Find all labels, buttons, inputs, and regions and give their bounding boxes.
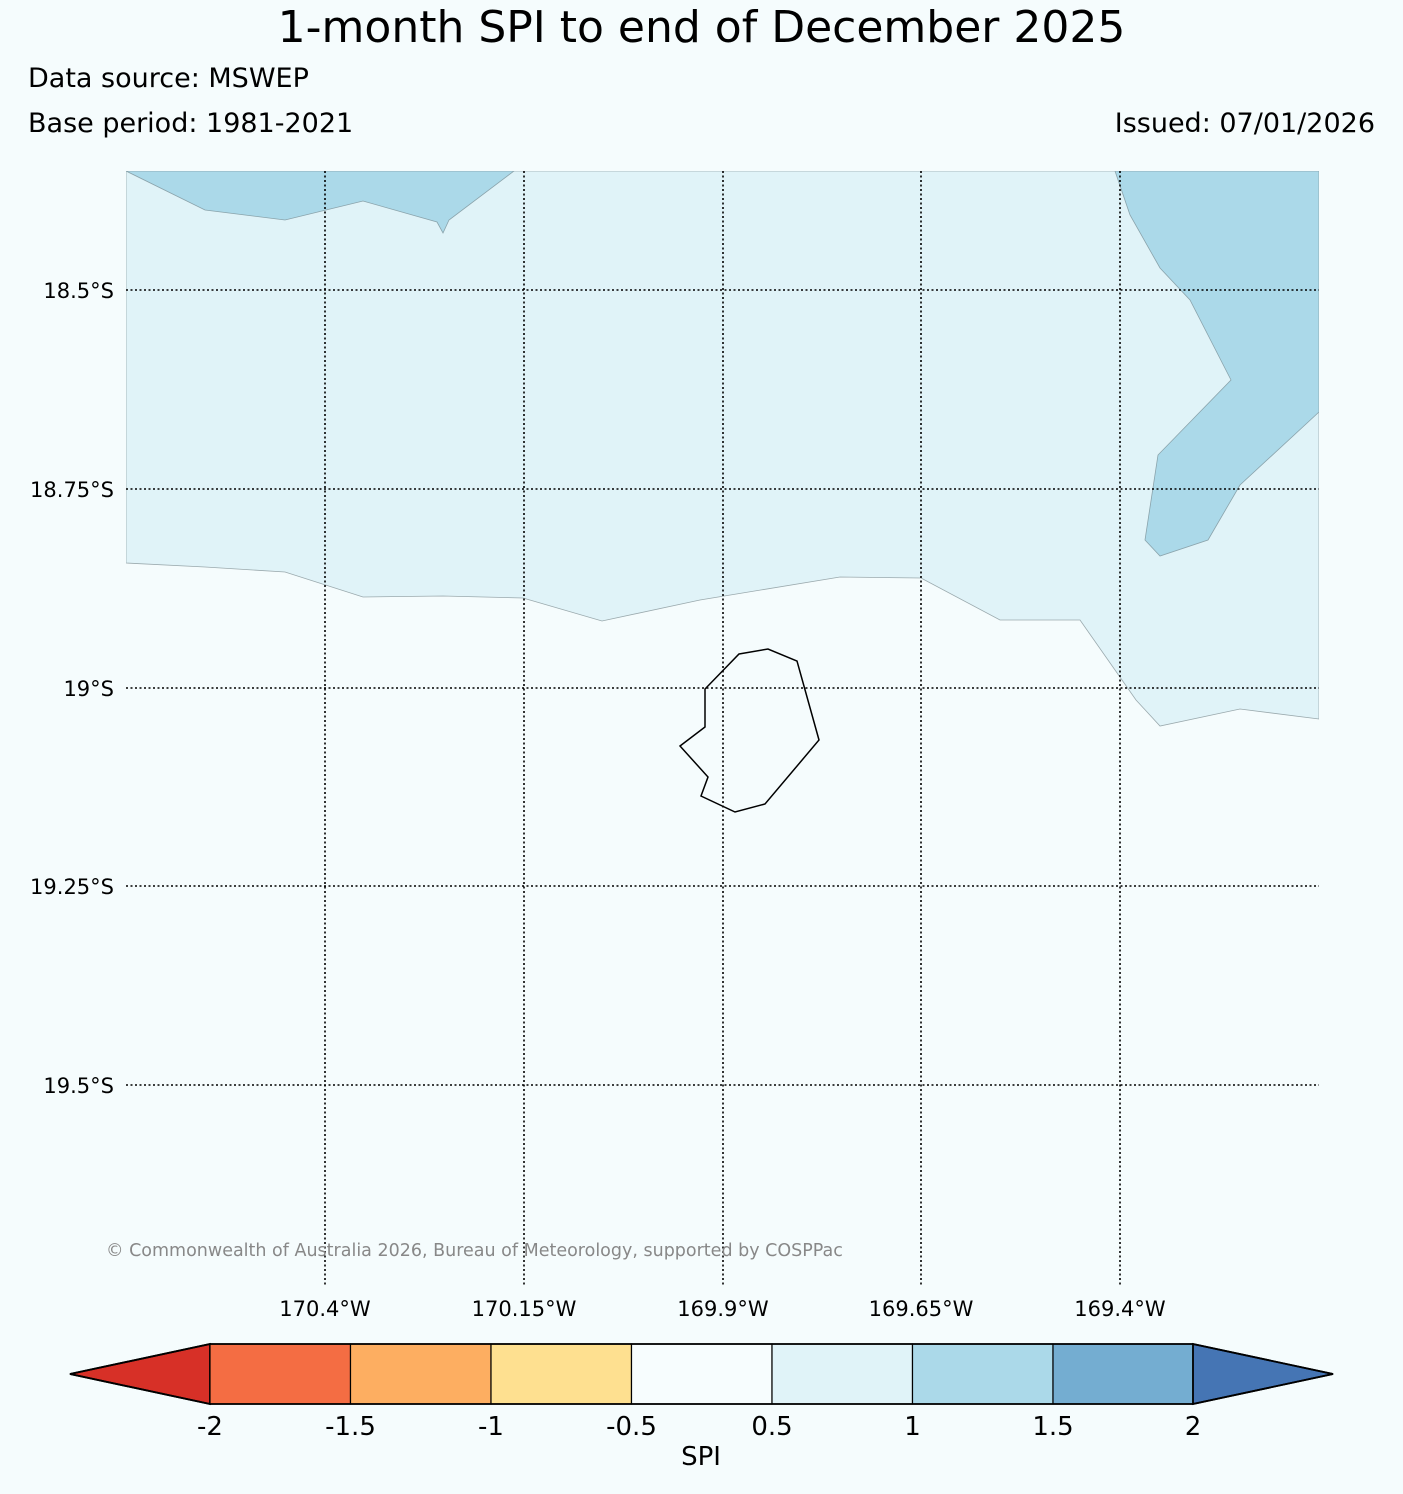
spi-region-0-5-to-1 [126, 171, 1319, 727]
colorbar-segment-7 [1052, 1343, 1194, 1405]
colorbar-segment-5 [771, 1343, 914, 1405]
colorbar-tick-label: 2 [1185, 1412, 1202, 1442]
colorbar-tick-label: 1 [904, 1412, 921, 1442]
lat-label-19: 19°S [63, 677, 114, 701]
lon-label-169-9: 169.9°W [677, 1297, 769, 1321]
issued-date: Issued: 07/01/2026 [1114, 108, 1375, 139]
lat-label-19-25: 19.25°S [30, 875, 114, 899]
colorbar-extend-high [1192, 1342, 1334, 1406]
colorbar-segment-4 [630, 1343, 773, 1405]
colorbar-segment-2 [349, 1343, 492, 1405]
lon-label-169-4: 169.4°W [1074, 1297, 1166, 1321]
spi-region-1-to-1-5-north [126, 171, 515, 234]
data-source: Data source: MSWEP [28, 63, 309, 94]
colorbar-tick-label: 0.5 [751, 1412, 792, 1442]
colorbar-tick-label: 1.5 [1032, 1412, 1073, 1442]
map-area [126, 171, 1319, 1285]
lon-label-170-15: 170.15°W [472, 1297, 577, 1321]
colorbar-extend-low [69, 1342, 211, 1406]
colorbar-segment-1 [209, 1343, 352, 1405]
colorbar-tick-label: -1.5 [325, 1412, 376, 1442]
lon-label-169-65: 169.65°W [869, 1297, 974, 1321]
colorbar-tick-label: -1 [478, 1412, 504, 1442]
base-period: Base period: 1981-2021 [28, 108, 354, 139]
lon-label-170-4: 170.4°W [279, 1297, 371, 1321]
spi-region-1-to-1-5-east [1114, 171, 1319, 557]
island-outline [678, 648, 820, 813]
lat-label-18-75: 18.75°S [30, 478, 114, 502]
colorbar-tick-label: -0.5 [606, 1412, 657, 1442]
map-title: 1-month SPI to end of December 2025 [277, 2, 1126, 53]
colorbar-outline [69, 1343, 1334, 1405]
lat-label-18-5: 18.5°S [43, 279, 114, 303]
lat-label-19-5: 19.5°S [43, 1074, 114, 1098]
colorbar-segment-3 [490, 1343, 633, 1405]
copyright-notice: © Commonwealth of Australia 2026, Bureau… [106, 1241, 843, 1261]
grid-lines [126, 171, 1319, 1285]
colorbar-tick-label: -2 [197, 1412, 223, 1442]
colorbar-title: SPI [681, 1442, 721, 1472]
colorbar-segment-6 [911, 1343, 1054, 1405]
colorbar: -2 -1.5 -1 -0.5 0.5 1 1.5 2 SPI [69, 1342, 1334, 1472]
